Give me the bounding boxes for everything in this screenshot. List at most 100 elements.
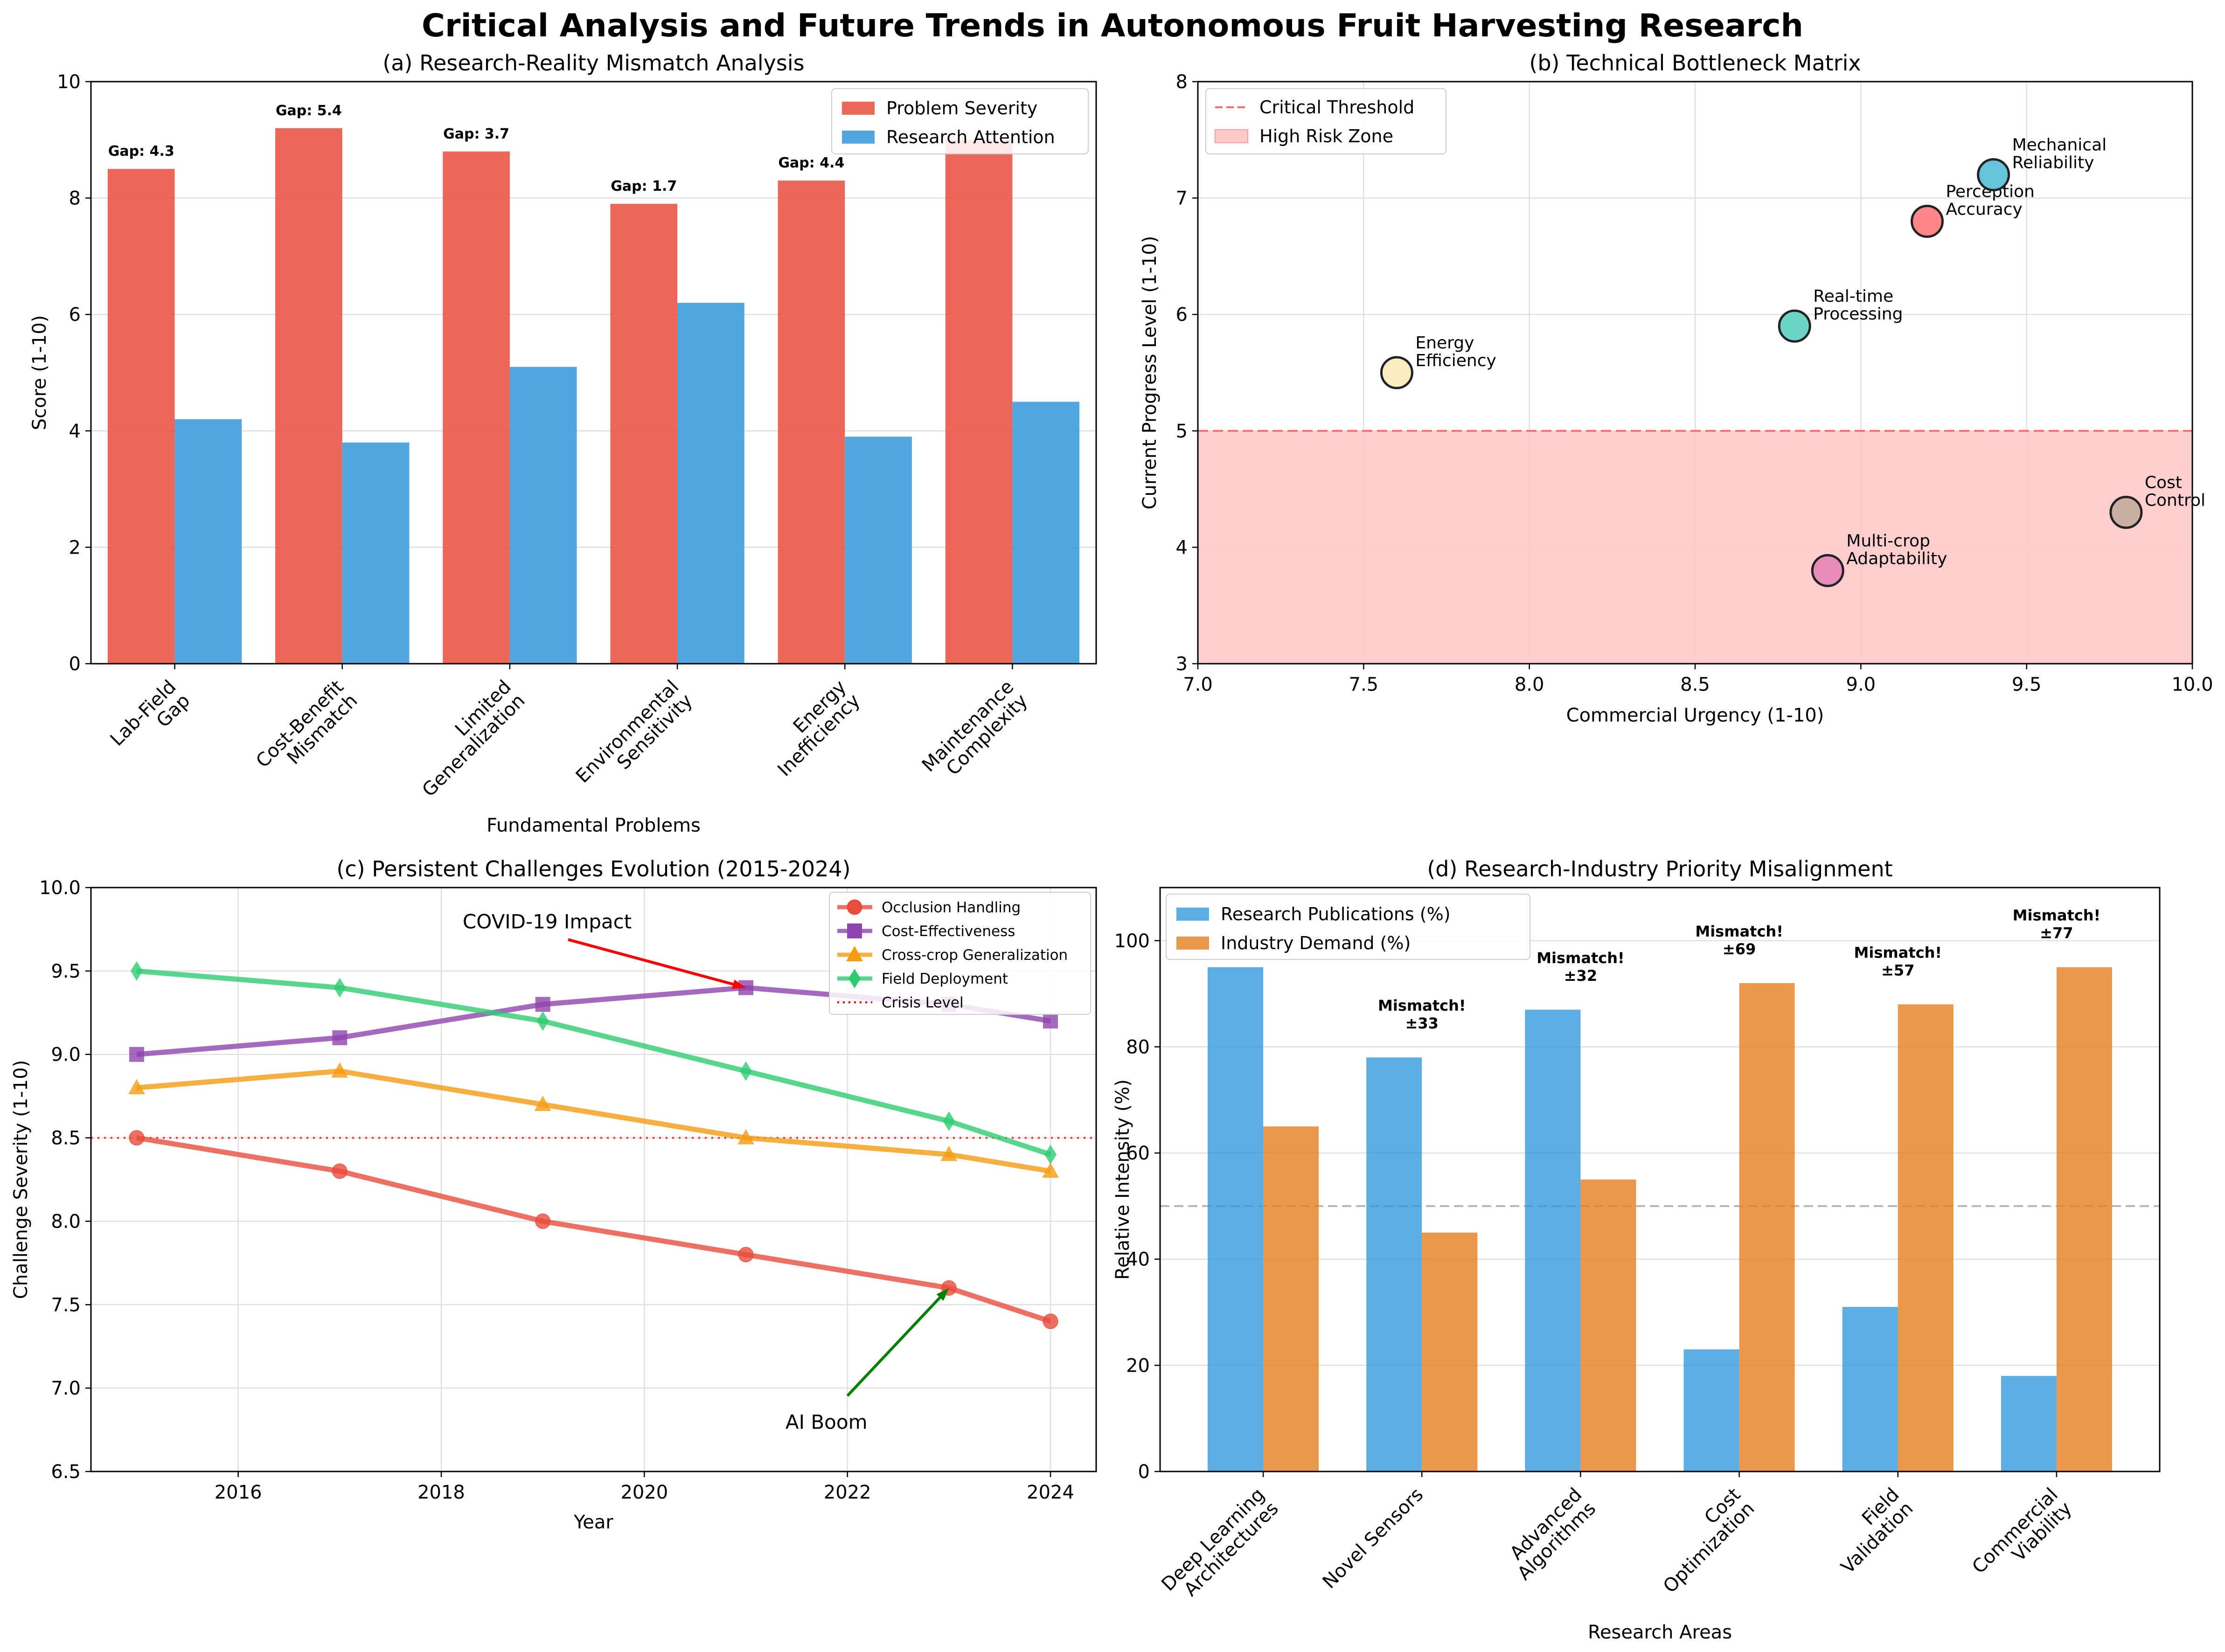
y-tick-label-d: 100 xyxy=(1114,930,1150,952)
mismatch-label-line: ±32 xyxy=(1564,967,1597,985)
point-label-line: Control xyxy=(2145,491,2205,510)
mismatch-label-line: Mismatch! xyxy=(2013,907,2100,924)
legend-swatch xyxy=(1215,129,1248,143)
y-tick-label-a: 2 xyxy=(69,537,81,558)
plot-frame-b xyxy=(1197,81,2193,665)
bottleneck-point xyxy=(2109,496,2143,529)
bar xyxy=(1739,983,1795,1472)
bottleneck-point xyxy=(1977,158,2010,192)
bar xyxy=(174,419,242,664)
point-label-line: Mechanical xyxy=(2012,136,2107,155)
legend-box xyxy=(829,892,1091,1015)
mismatch-label-line: ±69 xyxy=(1723,940,1756,958)
panel-a-title: (a) Research-Reality Mismatch Analysis xyxy=(382,50,804,76)
gap-label: Gap: 4.4 xyxy=(778,155,844,171)
bar xyxy=(845,437,912,664)
line-marker xyxy=(1044,1145,1057,1165)
y-tick-label-b: 7 xyxy=(1176,188,1188,209)
legend-label: Problem Severity xyxy=(886,98,1037,118)
bar xyxy=(1366,1057,1422,1472)
y-tick-label-b: 3 xyxy=(1176,653,1188,675)
x-tick-label-b: 9.5 xyxy=(2012,674,2042,695)
mismatch-label-line: ±57 xyxy=(1881,961,1914,979)
panel-b-title: (b) Technical Bottleneck Matrix xyxy=(1529,50,1861,76)
bar xyxy=(677,303,744,664)
bar xyxy=(443,151,510,664)
series-c-occlusion-handling xyxy=(129,1130,1058,1329)
y-tick-label-d: 20 xyxy=(1126,1355,1150,1376)
y-tick-label-c: 8.5 xyxy=(51,1128,81,1149)
legend-swatch xyxy=(842,102,875,115)
annotation-text: AI Boom xyxy=(786,1411,868,1434)
mismatch-label-line: Mismatch! xyxy=(1537,949,1624,967)
point-label-line: Cost xyxy=(2145,473,2182,493)
legend-box xyxy=(1205,88,1446,154)
scatter-marker xyxy=(1977,158,2010,192)
series-line xyxy=(136,968,1051,1157)
annotation-c: COVID-19 Impact xyxy=(463,910,746,989)
line-marker xyxy=(737,1129,755,1145)
line-marker xyxy=(940,1145,958,1161)
mismatch-label: Mismatch!±32 xyxy=(1537,949,1624,985)
mismatch-label-line: Mismatch! xyxy=(1378,997,1466,1014)
high-risk-zone xyxy=(1198,430,2192,664)
line-marker xyxy=(334,978,346,998)
mismatch-label: Mismatch!±69 xyxy=(1695,923,1783,958)
legend-d: Research Publications (%) Industry Demand… xyxy=(1166,894,1530,960)
figure-title: Critical Analysis and Future Trends in A… xyxy=(422,7,1803,44)
mismatch-label-line: ±33 xyxy=(1405,1014,1439,1032)
series-d-research xyxy=(1208,967,2057,1472)
legend-label: Industry Demand (%) xyxy=(1221,933,1411,953)
y-tick-label-d: 80 xyxy=(1126,1036,1150,1058)
line-marker xyxy=(332,1030,348,1045)
bar xyxy=(2056,967,2112,1472)
bar xyxy=(1263,1126,1319,1472)
bar xyxy=(2001,1376,2057,1472)
series-line xyxy=(136,1135,1051,1324)
plot-frame-c xyxy=(90,887,1097,1472)
mismatch-label: Mismatch!±33 xyxy=(1378,997,1466,1032)
bar xyxy=(1580,1180,1636,1472)
annotation-arrow xyxy=(846,1290,947,1397)
line-marker xyxy=(1043,1313,1058,1329)
panel-c-title: (c) Persistent Challenges Evolution (201… xyxy=(336,856,850,882)
y-tick-label-c: 10.0 xyxy=(39,877,81,899)
point-label-line: Reliability xyxy=(2012,153,2094,173)
annotation-c: AI Boom xyxy=(786,1288,949,1434)
line-marker xyxy=(534,1096,551,1111)
bar xyxy=(1012,402,1080,664)
y-tick-label-b: 6 xyxy=(1176,304,1188,326)
y-tick-label-a: 6 xyxy=(69,304,81,326)
annotation-arrow xyxy=(568,938,742,988)
panel-a-ylabel: Score (1-10) xyxy=(29,315,50,430)
scatter-marker xyxy=(2109,496,2143,529)
x-tick-label-b: 8.5 xyxy=(1680,674,1710,695)
line-marker xyxy=(846,946,863,961)
bar xyxy=(509,367,577,664)
y-tick-label-a: 0 xyxy=(69,653,81,675)
gap-label: Gap: 1.7 xyxy=(611,178,677,194)
bar xyxy=(1208,967,1264,1472)
series-c-field-deployment xyxy=(130,961,1057,1165)
legend-a: Problem Severity Research Attention xyxy=(831,88,1089,154)
point-label-line: Multi-crop xyxy=(1846,531,1930,550)
point-label-line: Accuracy xyxy=(1946,200,2022,219)
y-tick-label-a: 4 xyxy=(69,421,81,442)
legend-label: Cross-crop Generalization xyxy=(882,947,1068,964)
series-d-industry xyxy=(1263,967,2112,1472)
bar xyxy=(342,442,410,664)
line-marker xyxy=(738,1247,754,1263)
legend-c: Occlusion Handling Cost-Effectiveness Cros… xyxy=(829,892,1091,1015)
bar xyxy=(1525,1009,1581,1472)
plot-frame-d xyxy=(1159,887,2161,1472)
bar xyxy=(275,128,342,664)
bar xyxy=(1683,1349,1739,1472)
mismatch-label-line: ±77 xyxy=(2040,924,2073,942)
scatter-marker xyxy=(1380,356,1413,389)
line-marker xyxy=(943,1111,955,1131)
panel-d-xlabel: Research Areas xyxy=(1588,1622,1732,1643)
